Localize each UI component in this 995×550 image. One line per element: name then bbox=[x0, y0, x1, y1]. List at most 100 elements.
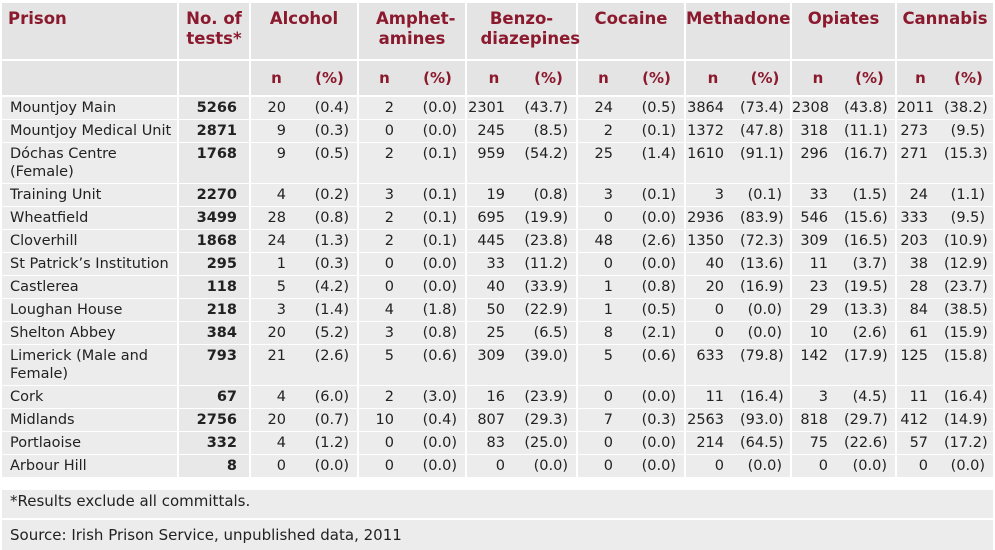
prison-name: Mountjoy Medical Unit bbox=[2, 119, 178, 143]
count-cell: 807 bbox=[465, 408, 521, 432]
count-cell: 2563 bbox=[684, 408, 741, 432]
percent-cell: (9.5) bbox=[944, 206, 994, 230]
pct-label: (%) bbox=[844, 59, 897, 97]
drug-header-methadone: Methadone bbox=[684, 3, 792, 60]
count-cell: 818 bbox=[790, 408, 845, 432]
percent-cell: (0.1) bbox=[410, 206, 466, 230]
tests-header-label: No. of tests* bbox=[186, 9, 242, 48]
prison-name: Dóchas Centre (Female) bbox=[2, 142, 178, 184]
percent-cell: (23.7) bbox=[944, 275, 994, 299]
percent-cell: (16.5) bbox=[844, 229, 897, 253]
percent-cell: (38.5) bbox=[944, 298, 994, 322]
table-row: Cork 67 4 (6.0) 2 (3.0) 16 (23.9) 0 (0.0) 11 (16.4)… bbox=[2, 385, 994, 409]
percent-cell: (0.3) bbox=[302, 252, 358, 276]
count-cell: 3 bbox=[357, 183, 410, 207]
percent-cell: (0.0) bbox=[740, 454, 792, 478]
percent-cell: (0.7) bbox=[302, 408, 358, 432]
count-cell: 2301 bbox=[465, 96, 521, 120]
count-cell: 214 bbox=[684, 431, 741, 455]
percent-cell: (23.8) bbox=[521, 229, 577, 253]
count-cell: 29 bbox=[790, 298, 845, 322]
count-cell: 5 bbox=[576, 344, 629, 386]
percent-cell: (0.0) bbox=[302, 454, 358, 478]
percent-cell: (0.0) bbox=[740, 298, 792, 322]
tests-count: 793 bbox=[177, 344, 250, 386]
percent-cell: (16.7) bbox=[844, 142, 897, 184]
percent-cell: (12.9) bbox=[944, 252, 994, 276]
tests-count: 384 bbox=[177, 321, 250, 345]
tests-count: 3499 bbox=[177, 206, 250, 230]
count-cell: 3 bbox=[249, 298, 302, 322]
percent-cell: (16.4) bbox=[944, 385, 994, 409]
percent-cell: (0.0) bbox=[410, 96, 466, 120]
subheader-blank bbox=[177, 59, 250, 97]
count-cell: 0 bbox=[684, 321, 741, 345]
percent-cell: (23.9) bbox=[521, 385, 577, 409]
count-cell: 142 bbox=[790, 344, 845, 386]
percent-cell: (6.0) bbox=[302, 385, 358, 409]
count-cell: 0 bbox=[357, 454, 410, 478]
count-cell: 0 bbox=[357, 119, 410, 143]
percent-cell: (0.0) bbox=[410, 119, 466, 143]
count-cell: 0 bbox=[576, 252, 629, 276]
tests-count: 1768 bbox=[177, 142, 250, 184]
percent-cell: (11.1) bbox=[844, 119, 897, 143]
percent-cell: (15.9) bbox=[944, 321, 994, 345]
count-cell: 0 bbox=[576, 385, 629, 409]
tests-count: 295 bbox=[177, 252, 250, 276]
percent-cell: (47.8) bbox=[740, 119, 792, 143]
percent-cell: (13.6) bbox=[740, 252, 792, 276]
percent-cell: (33.9) bbox=[521, 275, 577, 299]
percent-cell: (15.3) bbox=[944, 142, 994, 184]
count-cell: 28 bbox=[895, 275, 945, 299]
source-note: Source: Irish Prison Service, unpublishe… bbox=[2, 520, 993, 550]
count-cell: 1 bbox=[576, 298, 629, 322]
n-label: n bbox=[790, 59, 845, 97]
count-cell: 0 bbox=[465, 454, 521, 478]
count-cell: 1 bbox=[249, 252, 302, 276]
percent-cell: (5.2) bbox=[302, 321, 358, 345]
count-cell: 4 bbox=[249, 183, 302, 207]
percent-cell: (9.5) bbox=[944, 119, 994, 143]
percent-cell: (14.9) bbox=[944, 408, 994, 432]
percent-cell: (73.4) bbox=[740, 96, 792, 120]
tests-count: 2270 bbox=[177, 183, 250, 207]
count-cell: 38 bbox=[895, 252, 945, 276]
prison-name: Wheatfield bbox=[2, 206, 178, 230]
pct-label: (%) bbox=[302, 59, 358, 97]
percent-cell: (13.3) bbox=[844, 298, 897, 322]
percent-cell: (91.1) bbox=[740, 142, 792, 184]
percent-cell: (0.4) bbox=[410, 408, 466, 432]
percent-cell: (4.2) bbox=[302, 275, 358, 299]
table-row: Mountjoy Main 5266 20 (0.4) 2 (0.0) 2301 (43.7)… bbox=[2, 96, 994, 120]
count-cell: 2 bbox=[357, 142, 410, 184]
pct-label: (%) bbox=[740, 59, 792, 97]
percent-cell: (43.7) bbox=[521, 96, 577, 120]
count-cell: 2936 bbox=[684, 206, 741, 230]
count-cell: 11 bbox=[790, 252, 845, 276]
count-cell: 2011 bbox=[895, 96, 945, 120]
count-cell: 3 bbox=[357, 321, 410, 345]
count-cell: 84 bbox=[895, 298, 945, 322]
percent-cell: (0.0) bbox=[410, 275, 466, 299]
tests-count: 8 bbox=[177, 454, 250, 478]
count-cell: 271 bbox=[895, 142, 945, 184]
count-cell: 21 bbox=[249, 344, 302, 386]
percent-cell: (83.9) bbox=[740, 206, 792, 230]
percent-cell: (2.1) bbox=[629, 321, 686, 345]
count-cell: 19 bbox=[465, 183, 521, 207]
table-row: Shelton Abbey 384 20 (5.2) 3 (0.8) 25 (6.5) 8 (2.… bbox=[2, 321, 994, 345]
percent-cell: (0.3) bbox=[629, 408, 686, 432]
percent-cell: (0.6) bbox=[629, 344, 686, 386]
prison-name: Cloverhill bbox=[2, 229, 178, 253]
percent-cell: (2.6) bbox=[302, 344, 358, 386]
count-cell: 24 bbox=[249, 229, 302, 253]
count-cell: 273 bbox=[895, 119, 945, 143]
drug-header-cocaine: Cocaine bbox=[575, 3, 686, 60]
n-label: n bbox=[249, 59, 302, 97]
count-cell: 24 bbox=[576, 96, 629, 120]
percent-cell: (0.0) bbox=[410, 454, 466, 478]
count-cell: 318 bbox=[790, 119, 845, 143]
count-cell: 309 bbox=[790, 229, 845, 253]
prison-name: Castlerea bbox=[2, 275, 178, 299]
